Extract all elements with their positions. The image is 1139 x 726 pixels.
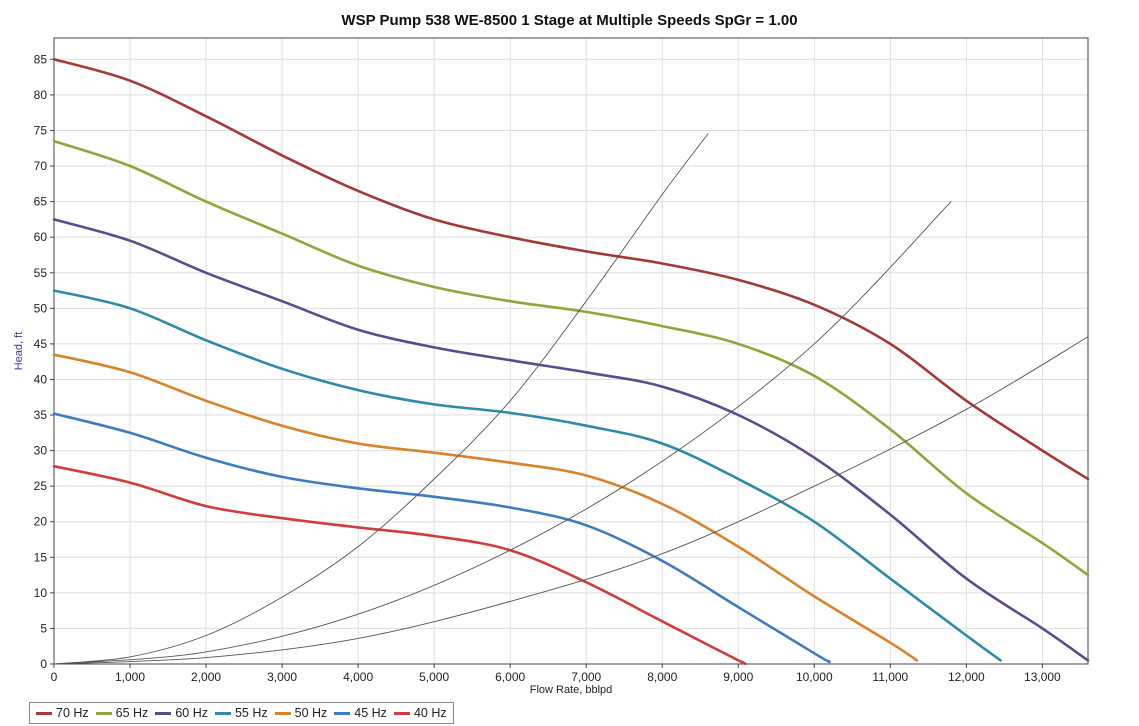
legend-swatch xyxy=(155,711,172,715)
chart-title: WSP Pump 538 WE-8500 1 Stage at Multiple… xyxy=(341,12,798,29)
series-line-55-hz xyxy=(52,289,1002,662)
y-tick-label: 45 xyxy=(34,337,48,351)
x-tick-label: 9,000 xyxy=(723,670,753,684)
y-tick-label: 65 xyxy=(34,195,48,209)
x-tick-label: 7,000 xyxy=(571,670,601,684)
y-axis-ticks: 0 5 10 15 20 25 30 35 40 45 50 55 60 65 70 75 80 85 xyxy=(34,52,54,671)
series-line-45-hz xyxy=(52,412,831,664)
legend-label: 65 Hz xyxy=(115,706,149,720)
system-curve-7 xyxy=(53,133,709,665)
y-tick-label: 80 xyxy=(34,88,48,102)
x-tick-label: 3,000 xyxy=(267,670,297,684)
legend-label: 70 Hz xyxy=(56,706,89,720)
system-curve-8 xyxy=(53,201,952,665)
y-tick-label: 50 xyxy=(34,301,48,315)
legend-swatch xyxy=(334,711,351,715)
legend-swatch xyxy=(36,711,52,715)
series-line-60-hz xyxy=(52,218,1090,662)
y-tick-label: 30 xyxy=(34,444,48,458)
x-tick-label: 4,000 xyxy=(343,670,373,684)
series-lines xyxy=(52,58,1090,666)
legend-entry: 40 Hz xyxy=(393,706,447,720)
y-tick-label: 5 xyxy=(40,621,47,635)
legend-entry: 65 Hz xyxy=(95,706,149,720)
x-axis-label: Flow Rate, bblpd xyxy=(530,684,613,696)
legend-entry: 60 Hz xyxy=(155,706,208,720)
y-tick-label: 40 xyxy=(34,372,48,386)
grid-lines xyxy=(53,38,1088,665)
y-tick-label: 75 xyxy=(34,123,48,137)
series-line-70-hz xyxy=(52,58,1090,481)
legend-entry: 55 Hz xyxy=(214,706,268,720)
x-tick-label: 0 xyxy=(51,670,58,684)
pump-curve-chart: 0 1,000 2,000 3,000 4,000 5,000 6,000 7,000 8,00… xyxy=(13,37,1090,696)
legend-label: 40 Hz xyxy=(413,706,447,720)
legend-label: 55 Hz xyxy=(234,706,268,720)
legend-entry: 70 Hz xyxy=(36,706,89,720)
legend: 70 Hz 65 Hz 60 Hz 55 Hz 50 Hz 45 Hz 40 Hz xyxy=(29,702,454,724)
y-tick-label: 60 xyxy=(34,230,48,244)
y-tick-label: 55 xyxy=(34,266,48,280)
x-tick-label: 10,000 xyxy=(796,670,833,684)
x-tick-label: 11,000 xyxy=(872,670,908,684)
y-tick-label: 10 xyxy=(34,586,48,600)
y-tick-label: 70 xyxy=(34,159,48,173)
series-line-50-hz xyxy=(52,353,919,662)
x-tick-label: 8,000 xyxy=(647,670,677,684)
x-tick-label: 2,000 xyxy=(191,670,221,684)
x-tick-label: 13,000 xyxy=(1024,670,1061,684)
system-curve-9 xyxy=(53,336,1089,665)
series-line-65-hz xyxy=(52,139,1090,577)
y-tick-label: 20 xyxy=(34,515,48,529)
y-tick-label: 25 xyxy=(34,479,48,493)
y-tick-label: 0 xyxy=(40,657,47,671)
plot-frame xyxy=(53,37,1089,665)
legend-label: 45 Hz xyxy=(354,706,387,720)
legend-entry: 45 Hz xyxy=(334,706,387,720)
y-tick-label: 15 xyxy=(34,550,48,564)
y-tick-label: 85 xyxy=(34,52,48,66)
legend-entry: 50 Hz xyxy=(274,706,328,720)
x-tick-label: 6,000 xyxy=(495,670,525,684)
y-tick-label: 35 xyxy=(34,408,48,422)
legend-swatch xyxy=(95,711,112,715)
legend-label: 50 Hz xyxy=(294,706,328,720)
legend-swatch xyxy=(393,711,410,715)
y-axis-label: Head, ft xyxy=(13,332,25,371)
legend-swatch xyxy=(274,711,291,715)
series-line-40-hz xyxy=(52,464,747,666)
legend-swatch xyxy=(214,711,231,715)
x-tick-label: 12,000 xyxy=(948,670,985,684)
legend-label: 60 Hz xyxy=(175,706,208,720)
x-tick-label: 5,000 xyxy=(419,670,449,684)
x-axis-ticks: 0 1,000 2,000 3,000 4,000 5,000 6,000 7,000 8,00… xyxy=(51,664,1061,684)
x-tick-label: 1,000 xyxy=(115,670,145,684)
